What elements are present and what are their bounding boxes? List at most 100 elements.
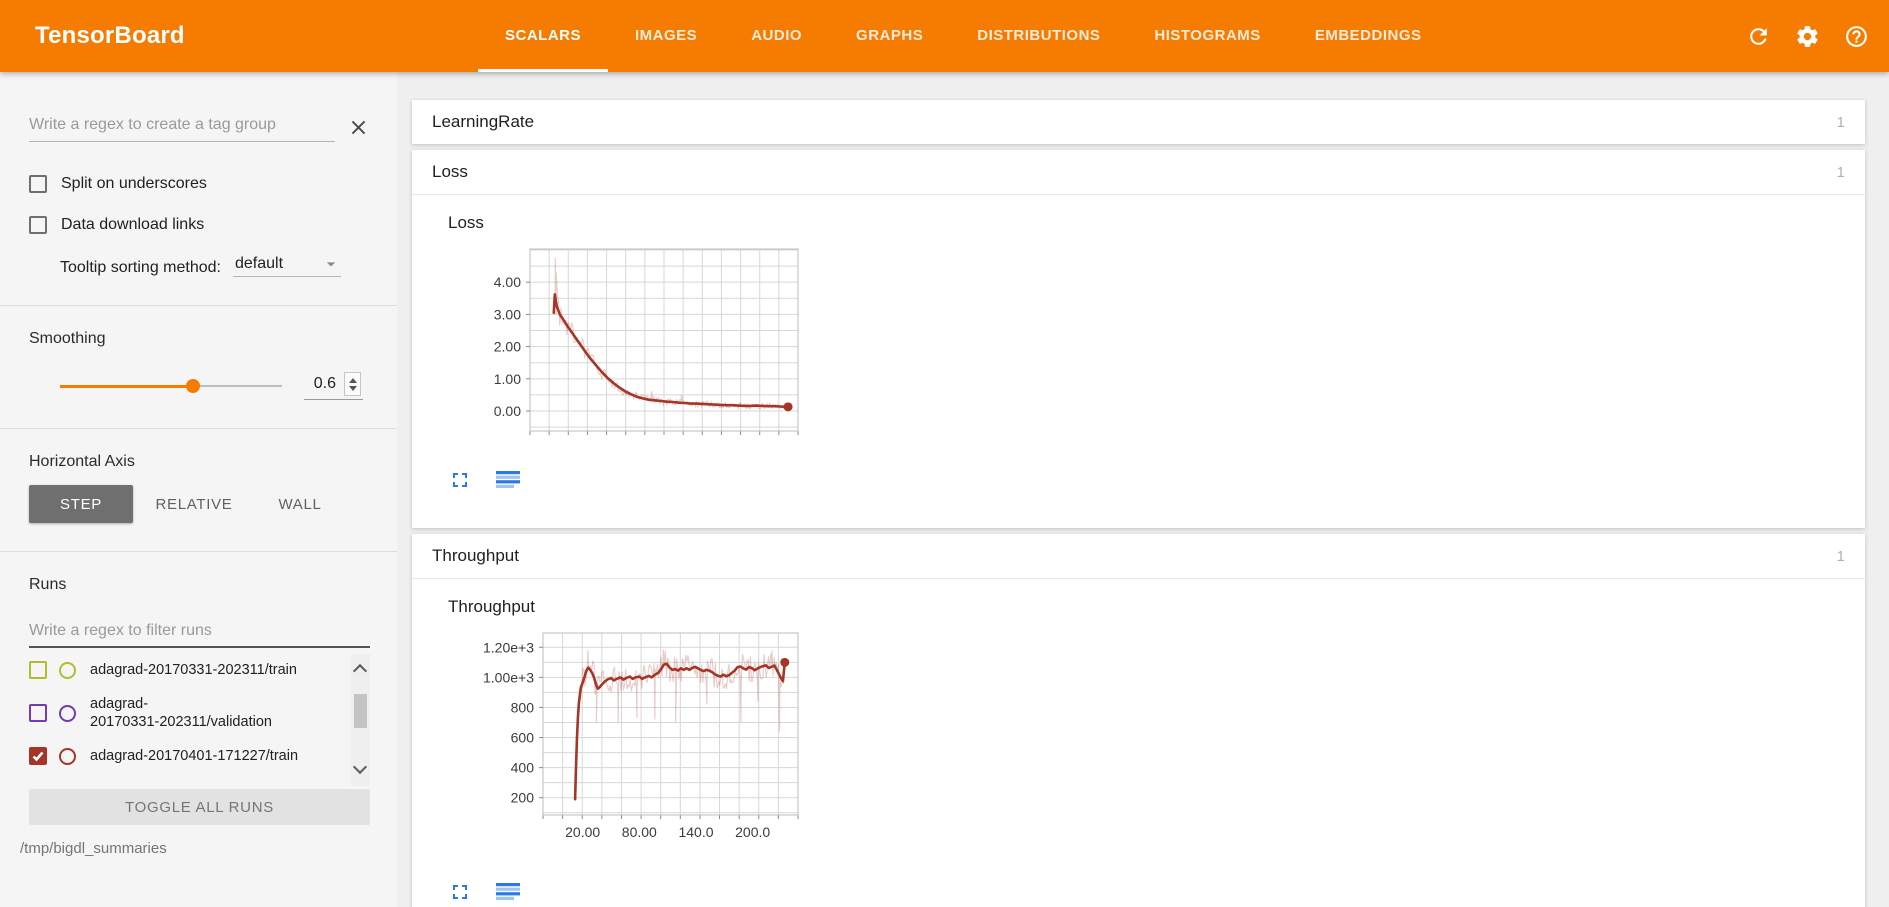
svg-text:1.00e+3: 1.00e+3	[483, 669, 534, 685]
tab-histograms[interactable]: HISTOGRAMS	[1154, 27, 1261, 44]
run-color-circle[interactable]	[59, 704, 76, 722]
log-directory-path: /tmp/bigdl_summaries	[20, 840, 167, 857]
run-label: adagrad-20170331-202311/train	[90, 662, 297, 678]
stepper-up-icon	[348, 377, 357, 383]
run-row[interactable]: adagrad- 20170331-202311/validation	[29, 690, 344, 736]
svg-text:1.00: 1.00	[494, 371, 521, 387]
close-icon[interactable]	[347, 116, 370, 139]
section-header-learningrate[interactable]: LearningRate 1	[412, 100, 1865, 144]
runs-scrollbar[interactable]	[351, 654, 370, 786]
section-header-loss[interactable]: Loss 1	[412, 150, 1865, 194]
checkbox-icon[interactable]	[29, 661, 47, 679]
smoothing-row: 0.6	[60, 372, 370, 400]
section-count-badge: 1	[1836, 113, 1845, 131]
refresh-icon[interactable]	[1746, 24, 1771, 49]
slider-thumb[interactable]	[186, 379, 201, 393]
smoothing-slider[interactable]	[60, 379, 282, 393]
runs-filter-input[interactable]	[29, 618, 370, 648]
run-row[interactable]: adagrad-20170331-202311/train	[29, 650, 344, 690]
data-download-links-checkbox[interactable]: Data download links	[29, 216, 370, 234]
loss-chart[interactable]: 0.00 1.00 2.00 3.00 4.00	[455, 239, 1865, 446]
chevron-down-icon	[326, 262, 336, 267]
svg-text:3.00: 3.00	[494, 306, 521, 322]
tab-images[interactable]: IMAGES	[635, 27, 698, 44]
sidebar: Split on underscores Data download links…	[0, 72, 397, 907]
checkbox-icon[interactable]	[29, 704, 47, 722]
chart-title: Loss	[448, 213, 484, 232]
section-loss: Loss 1 Loss 0.00 1.00 2.00 3.00 4.00	[412, 150, 1865, 528]
section-body-loss: Loss 0.00 1.00 2.00 3.00 4.00	[412, 194, 1865, 528]
svg-text:0.00: 0.00	[494, 403, 521, 419]
scrollbar-thumb[interactable]	[354, 694, 367, 728]
section-learningrate: LearningRate 1	[412, 100, 1865, 144]
svg-text:20.00: 20.00	[565, 824, 600, 840]
checkbox-checked-icon[interactable]	[29, 747, 47, 765]
tab-graphs[interactable]: GRAPHS	[856, 27, 924, 44]
checkbox-icon	[29, 216, 47, 234]
section-count-badge: 1	[1836, 163, 1845, 181]
smoothing-stepper[interactable]	[344, 372, 361, 396]
tag-filter-input[interactable]	[29, 112, 335, 142]
run-color-circle[interactable]	[59, 747, 76, 765]
fullscreen-icon[interactable]	[448, 880, 472, 904]
split-underscores-checkbox[interactable]: Split on underscores	[29, 175, 370, 193]
tab-scalars[interactable]: SCALARS	[478, 0, 608, 72]
run-color-circle[interactable]	[59, 661, 76, 679]
checkbox-icon	[29, 175, 47, 193]
app-title: TensorBoard	[35, 22, 185, 49]
horizontal-axis-label: Horizontal Axis	[29, 453, 135, 470]
section-count-badge: 1	[1836, 547, 1845, 565]
svg-text:140.0: 140.0	[678, 824, 713, 840]
stepper-down-icon	[348, 385, 357, 391]
chart-actions	[448, 880, 1865, 904]
svg-text:200.0: 200.0	[735, 824, 770, 840]
throughput-chart[interactable]: 200 400 600 800 1.00e+3 1.20e+3 20.00 80.00 140.…	[455, 623, 1865, 858]
smoothing-label: Smoothing	[29, 330, 106, 347]
tab-distributions[interactable]: DISTRIBUTIONS	[977, 27, 1101, 44]
haxis-wall-button[interactable]: WALL	[255, 485, 345, 523]
svg-text:2.00: 2.00	[494, 339, 521, 355]
chart-title: Throughput	[448, 597, 535, 616]
divider	[0, 305, 397, 306]
tab-embeddings[interactable]: EMBEDDINGS	[1314, 27, 1422, 44]
slider-fill	[60, 384, 194, 388]
data-rows-icon[interactable]	[496, 468, 520, 492]
split-underscores-label: Split on underscores	[61, 175, 207, 192]
run-row[interactable]: adagrad-20170401-171227/train	[29, 736, 344, 776]
runs-label: Runs	[29, 576, 67, 593]
scroll-up-icon[interactable]	[352, 663, 368, 679]
toggle-all-runs-button[interactable]: TOGGLE ALL RUNS	[29, 789, 370, 825]
run-label: adagrad- 20170331-202311/validation	[90, 696, 272, 730]
help-icon[interactable]	[1844, 24, 1869, 49]
scroll-down-icon[interactable]	[352, 759, 368, 775]
settings-icon[interactable]	[1795, 24, 1820, 49]
tooltip-sort-dropdown[interactable]: default	[232, 254, 341, 277]
section-title: Loss	[432, 162, 468, 181]
section-header-throughput[interactable]: Throughput 1	[412, 534, 1865, 578]
runs-list: adagrad-20170331-202311/train adagrad- 201…	[29, 650, 370, 786]
svg-text:200: 200	[511, 790, 535, 806]
run-row[interactable]: adagrad-	[29, 776, 344, 786]
svg-text:80.00: 80.00	[622, 824, 657, 840]
tooltip-sort-label: Tooltip sorting method:	[60, 259, 221, 276]
smoothing-value[interactable]: 0.6	[313, 375, 336, 392]
fullscreen-icon[interactable]	[448, 468, 472, 492]
divider	[0, 428, 397, 429]
svg-text:600: 600	[511, 730, 535, 746]
haxis-relative-button[interactable]: RELATIVE	[133, 485, 255, 523]
section-throughput: Throughput 1 Throughput 200 400 600 800 1.00…	[412, 534, 1865, 907]
main-content: LearningRate 1 Loss 1 Loss 0.00 1.00 2.00 3…	[397, 72, 1889, 907]
svg-text:1.20e+3: 1.20e+3	[483, 639, 534, 655]
section-title: Throughput	[432, 546, 519, 565]
svg-text:400: 400	[511, 760, 535, 776]
chart-actions	[448, 468, 1865, 492]
tag-filter-row	[29, 112, 370, 142]
svg-text:4.00: 4.00	[494, 274, 521, 290]
run-label: adagrad-20170401-171227/train	[90, 748, 299, 764]
section-title: LearningRate	[432, 112, 535, 131]
tab-audio[interactable]: AUDIO	[751, 27, 803, 44]
divider	[0, 551, 397, 552]
data-rows-icon[interactable]	[496, 880, 520, 904]
haxis-step-button[interactable]: STEP	[29, 485, 133, 523]
horizontal-axis-buttons: STEP RELATIVE WALL	[29, 485, 370, 523]
